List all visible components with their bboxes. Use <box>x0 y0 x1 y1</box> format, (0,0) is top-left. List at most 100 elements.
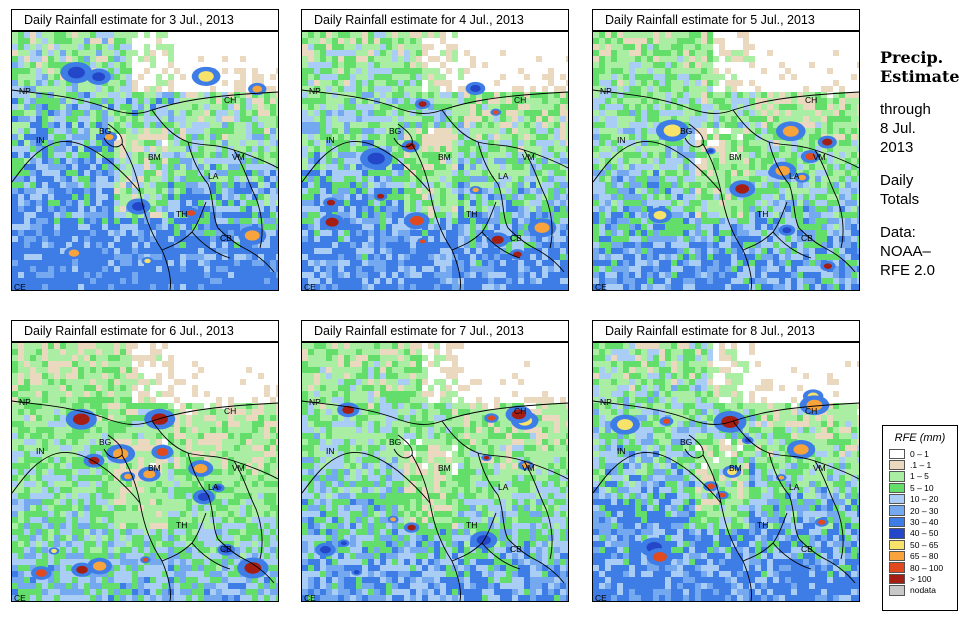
label-thailand: TH <box>466 520 477 530</box>
legend-label: 5 – 10 <box>910 482 934 493</box>
rainfall-field: NP CH IN BG BM VM LA TH CB CE <box>12 32 278 290</box>
legend-label: 10 – 20 <box>910 494 939 505</box>
label-cambodia: CB <box>220 544 232 554</box>
legend-item: > 100 <box>889 573 957 585</box>
label-india: IN <box>326 135 335 145</box>
label-vietnam: VM <box>522 463 535 473</box>
label-nepal: NP <box>600 86 612 96</box>
map-panel: Daily Rainfall estimate for 8 Jul., 2013… <box>592 320 860 602</box>
legend-label: 1 – 5 <box>910 471 929 482</box>
label-bangladesh: BG <box>389 437 401 447</box>
legend-label: 80 – 100 <box>910 562 944 573</box>
label-china: CH <box>805 95 817 105</box>
label-burma: BM <box>729 152 742 162</box>
label-bangladesh: BG <box>99 126 111 136</box>
label-laos: LA <box>208 482 219 492</box>
legend-item: 20 – 30 <box>889 505 957 516</box>
rainfall-field: NP CH IN BG BM VM LA TH CB CE <box>302 343 568 601</box>
legend-label: nodata <box>910 585 936 596</box>
sidebar-caption: Precip. Estimate through 8 Jul. 2013 Dai… <box>880 48 965 280</box>
map-panel: Daily Rainfall estimate for 7 Jul., 2013… <box>301 320 569 602</box>
label-burma: BM <box>438 463 451 473</box>
label-china: CH <box>805 406 817 416</box>
label-cambodia: CB <box>510 544 522 554</box>
label-cambodia: CB <box>801 544 813 554</box>
legend-swatch <box>889 573 905 585</box>
map-panel: Daily Rainfall estimate for 6 Jul., 2013… <box>11 320 279 602</box>
label-thailand: TH <box>176 209 187 219</box>
legend-swatch <box>889 459 905 471</box>
legend-label: 30 – 40 <box>910 517 939 528</box>
label-cambodia: CB <box>801 233 813 243</box>
legend-item: 30 – 40 <box>889 516 957 528</box>
label-bangladesh: BG <box>389 126 401 136</box>
rainfall-field: NP CH IN BG BM VM LA TH CB CE <box>593 32 859 290</box>
rainfall-field: NP CH IN BG BM VM LA TH CB CE <box>302 32 568 290</box>
legend-label: 65 – 80 <box>910 551 939 562</box>
label-laos: LA <box>208 171 219 181</box>
label-vietnam: VM <box>813 463 826 473</box>
legend-item: 80 – 100 <box>889 562 957 573</box>
legend-item: 65 – 80 <box>889 551 957 562</box>
label-nepal: NP <box>309 397 321 407</box>
panel-title: Daily Rainfall estimate for 5 Jul., 2013 <box>592 9 860 31</box>
legend-swatch <box>889 585 905 596</box>
legend-swatch <box>889 494 905 505</box>
map-panel: Daily Rainfall estimate for 4 Jul., 2013… <box>301 9 569 291</box>
caption-heading-precip: Precip. <box>880 48 944 67</box>
rainfall-map: NP CH IN BG BM VM LA TH CB CE <box>11 342 279 602</box>
label-vietnam: VM <box>813 152 826 162</box>
map-panel: Daily Rainfall estimate for 3 Jul., 2013… <box>11 9 279 291</box>
label-india: IN <box>326 446 335 456</box>
label-china: CH <box>224 95 236 105</box>
legend-item: 10 – 20 <box>889 494 957 505</box>
legend-label: 50 – 65 <box>910 539 939 550</box>
legend-label: 20 – 30 <box>910 505 939 516</box>
label-china: CH <box>514 406 526 416</box>
label-india: IN <box>617 135 626 145</box>
legend-label: .1 – 1 <box>910 460 932 471</box>
label-bangladesh: BG <box>680 437 692 447</box>
label-india: IN <box>36 446 45 456</box>
label-ceylon: CE <box>14 282 26 290</box>
rainfall-map: NP CH IN BG BM VM LA TH CB CE <box>592 342 860 602</box>
legend-swatch <box>889 516 905 528</box>
caption-year: 2013 <box>880 139 914 156</box>
label-ceylon: CE <box>304 282 316 290</box>
rainfall-map: NP CH IN BG BM VM LA TH CB CE <box>301 31 569 291</box>
caption-through: through <box>880 101 931 118</box>
legend-swatch <box>889 539 905 551</box>
rainfall-map: NP CH IN BG BM VM LA TH CB CE <box>11 31 279 291</box>
legend-item: 1 – 5 <box>889 471 957 482</box>
label-bangladesh: BG <box>680 126 692 136</box>
label-thailand: TH <box>757 520 768 530</box>
caption-date: 8 Jul. <box>880 120 916 137</box>
label-ceylon: CE <box>304 593 316 601</box>
label-burma: BM <box>148 463 161 473</box>
legend-item: .1 – 1 <box>889 459 957 471</box>
label-laos: LA <box>498 171 509 181</box>
caption-source: NOAA– <box>880 243 931 260</box>
label-burma: BM <box>729 463 742 473</box>
legend-label: > 100 <box>910 573 932 584</box>
legend-item: 5 – 10 <box>889 482 957 494</box>
label-thailand: TH <box>466 209 477 219</box>
label-india: IN <box>36 135 45 145</box>
legend-title: RFE (mm) <box>894 432 946 444</box>
label-nepal: NP <box>600 397 612 407</box>
caption-product: RFE 2.0 <box>880 262 936 279</box>
label-india: IN <box>617 446 626 456</box>
legend-item: nodata <box>889 585 957 596</box>
label-thailand: TH <box>757 209 768 219</box>
rainfall-field: NP CH IN BG BM VM LA TH CB CE <box>12 343 278 601</box>
caption-totals: Totals <box>880 191 920 208</box>
legend-swatch <box>889 471 905 482</box>
label-nepal: NP <box>309 86 321 96</box>
label-cambodia: CB <box>510 233 522 243</box>
label-burma: BM <box>438 152 451 162</box>
legend-label: 0 – 1 <box>910 448 929 459</box>
label-ceylon: CE <box>595 593 607 601</box>
legend-item: 40 – 50 <box>889 528 957 539</box>
